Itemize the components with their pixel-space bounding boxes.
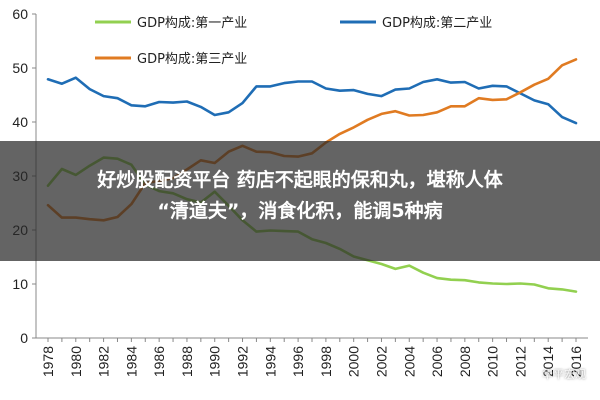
legend-label-2: GDP构成:第二产业	[382, 16, 492, 31]
y-tick-label: 60	[12, 6, 28, 22]
y-tick-label: 40	[12, 114, 28, 130]
headline-banner[interactable]: 好炒股配资平台 药店不起眼的保和丸，堪称人体 “清道夫”，消食化积，能调5种病	[0, 141, 600, 261]
x-tick-label: 1992	[235, 346, 251, 377]
x-tick-label: 2012	[512, 346, 528, 377]
x-tick-label: 1990	[207, 346, 223, 377]
x-tick-label: 1988	[179, 346, 195, 377]
x-tick-label: 1982	[96, 346, 112, 377]
watermark: 华平宏观	[542, 368, 586, 381]
x-tick-label: 2000	[346, 346, 362, 377]
x-tick-label: 2008	[457, 346, 473, 377]
x-tick-label: 1994	[262, 346, 278, 377]
y-tick-label: 0	[20, 330, 28, 346]
x-tick-label: 1978	[40, 346, 56, 377]
y-tick-label: 10	[12, 276, 28, 292]
x-tick-label: 2004	[401, 346, 417, 377]
x-tick-label: 1980	[68, 346, 84, 377]
series-line-2	[46, 76, 578, 125]
x-tick-label: 2016	[568, 346, 584, 377]
x-tick-label: 2010	[485, 346, 501, 377]
legend-label-1: GDP构成:第一产业	[137, 16, 247, 31]
legend: GDP构成:第一产业 GDP构成:第二产业 GDP构成:第三产业	[95, 16, 492, 67]
x-tick-label: 1986	[151, 346, 167, 377]
x-tick-label: 1998	[318, 346, 334, 377]
headline-line-2: “清道夫”，消食化积，能调5种病	[157, 200, 443, 222]
headline-line-1: 好炒股配资平台 药店不起眼的保和丸，堪称人体	[97, 169, 503, 191]
x-tick-label: 2006	[429, 346, 445, 377]
x-tick-label: 1996	[290, 346, 306, 377]
headline-text[interactable]: 好炒股配资平台 药店不起眼的保和丸，堪称人体 “清道夫”，消食化积，能调5种病	[0, 165, 600, 227]
y-tick-label: 50	[12, 60, 28, 76]
x-tick-label: 1984	[123, 346, 139, 377]
x-tick-label: 2014	[540, 346, 556, 377]
x-tick-label: 2002	[373, 346, 389, 377]
legend-label-3: GDP构成:第三产业	[137, 52, 247, 67]
